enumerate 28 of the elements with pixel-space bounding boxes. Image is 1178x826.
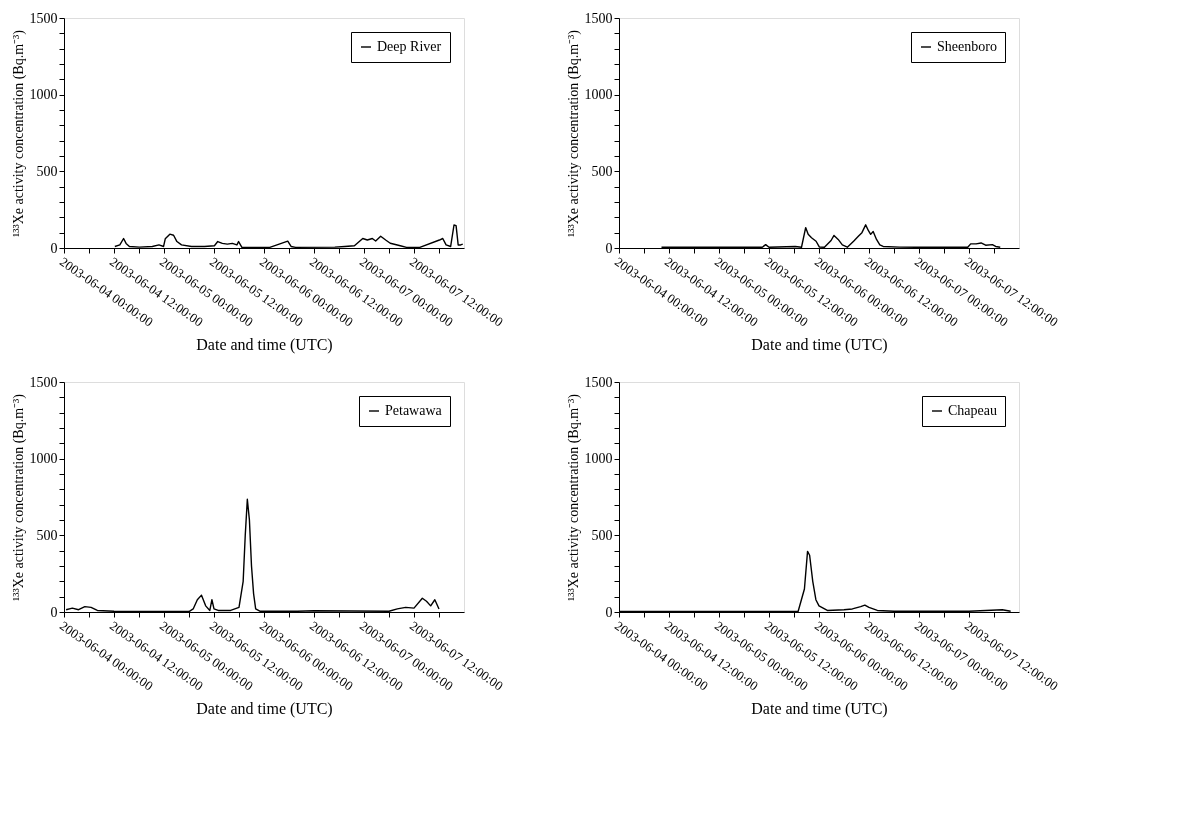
y-tick-label: 1000: [29, 87, 58, 103]
y-tick-label: 500: [591, 163, 613, 179]
y-tick-label: 1500: [584, 10, 613, 26]
legend-label: Deep River: [377, 39, 442, 54]
y-tick-label: 500: [36, 163, 58, 179]
legend-label: Petawawa: [385, 403, 443, 418]
y-tick-label: 1000: [584, 451, 613, 467]
y-tick-label: 1500: [29, 374, 58, 390]
y-tick-label: 0: [605, 240, 613, 256]
legend-label: Sheenboro: [937, 39, 997, 54]
y-tick-label: 1000: [29, 451, 58, 467]
y-tick-label: 0: [605, 604, 613, 620]
y-axis-title: ¹³³Xe activity concentration (Bq.m⁻³): [565, 393, 582, 601]
x-axis-title: Date and time (UTC): [196, 700, 333, 719]
y-tick-label: 0: [50, 604, 58, 620]
legend-label: Chapeau: [948, 403, 997, 418]
x-axis-title: Date and time (UTC): [196, 336, 333, 355]
y-tick-label: 1500: [29, 10, 58, 26]
y-axis-title: ¹³³Xe activity concentration (Bq.m⁻³): [565, 29, 582, 237]
y-tick-label: 1500: [584, 374, 613, 390]
x-axis-title: Date and time (UTC): [751, 336, 888, 355]
y-tick-label: 1000: [584, 87, 613, 103]
y-tick-label: 500: [36, 527, 58, 543]
y-axis-title: ¹³³Xe activity concentration (Bq.m⁻³): [10, 29, 27, 237]
y-tick-label: 500: [591, 527, 613, 543]
x-axis-title: Date and time (UTC): [751, 700, 888, 719]
y-tick-label: 0: [50, 240, 58, 256]
y-axis-title: ¹³³Xe activity concentration (Bq.m⁻³): [10, 393, 27, 601]
